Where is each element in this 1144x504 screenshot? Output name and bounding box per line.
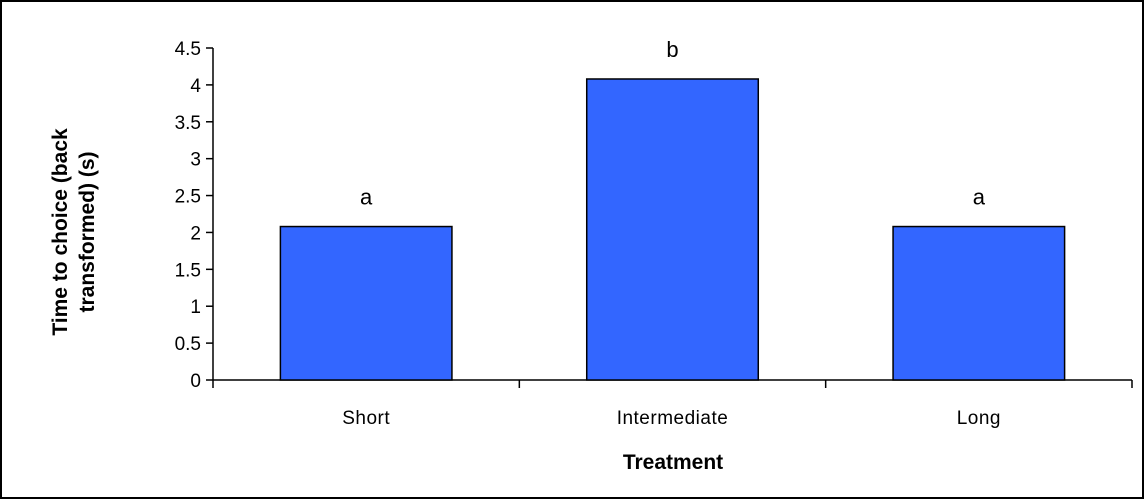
data-label: b <box>666 37 678 62</box>
x-category-label: Short <box>342 408 390 429</box>
y-axis-title-line-2: transformed) (s) <box>76 151 99 312</box>
y-tick-label: 4.5 <box>175 39 201 60</box>
y-tick-label: 3 <box>190 150 201 171</box>
y-tick-label: 0 <box>190 371 201 392</box>
x-axis-title: Treatment <box>623 451 723 474</box>
y-tick-label: 4 <box>190 76 201 97</box>
data-label: a <box>973 185 986 210</box>
y-axis-title-line-1: Time to choice (back <box>49 128 72 336</box>
y-tick-label: 0.5 <box>175 334 201 355</box>
y-tick-label: 3.5 <box>175 113 201 134</box>
y-tick-label: 2.5 <box>175 187 201 208</box>
bar-short <box>279 225 453 381</box>
x-category-label: Intermediate <box>617 408 729 429</box>
y-tick-label: 1.5 <box>175 260 201 281</box>
data-label: a <box>360 185 373 210</box>
y-tick-label: 1 <box>190 297 201 318</box>
bar-long <box>892 225 1066 381</box>
y-axis-title: Time to choice (back transformed) (s) <box>49 128 99 336</box>
y-tick-label: 2 <box>190 223 201 244</box>
x-category-label: Long <box>957 408 1001 429</box>
bar-intermediate <box>585 78 760 381</box>
